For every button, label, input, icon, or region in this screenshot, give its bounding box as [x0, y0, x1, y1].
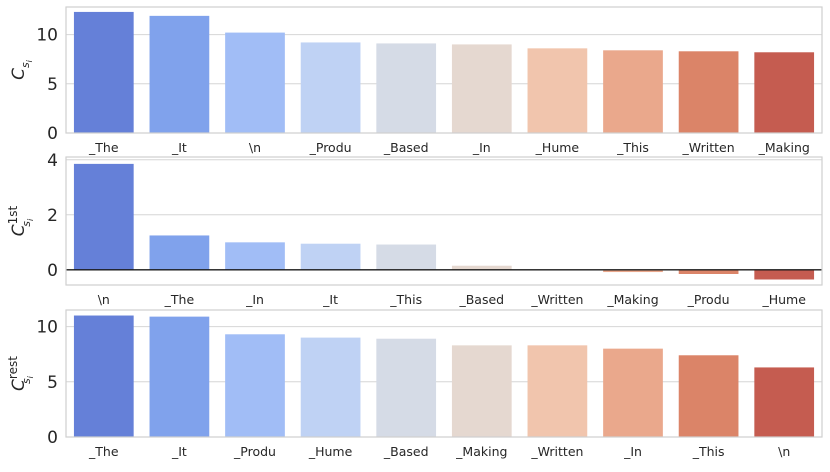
- x-tick-label: _Produ: [233, 444, 276, 459]
- bar-7: [603, 50, 663, 133]
- x-tick-label: _Written: [530, 444, 583, 459]
- bar-9: [754, 269, 815, 280]
- panel-bottom: 0 5 10 _The _It _Produ _Hume _Based _Making _Writ…: [6, 309, 823, 459]
- x-tick-label: _Based: [383, 444, 429, 459]
- bar-8: [678, 355, 739, 437]
- bar-2: [225, 242, 285, 270]
- x-tick-label: _Hume: [761, 292, 806, 307]
- y-axis-label: C1stsi: [6, 205, 35, 236]
- x-tick-label: _In: [245, 292, 264, 307]
- x-tick-label: _In: [623, 444, 642, 459]
- x-tick-label: _This: [692, 444, 725, 459]
- bar-3: [300, 337, 361, 437]
- y-axis-label: Csi: [9, 59, 34, 80]
- bar-1: [149, 316, 210, 437]
- y-tick-label: 0: [47, 124, 58, 144]
- bar-4: [376, 244, 437, 270]
- x-tick-label: _The: [164, 292, 195, 307]
- bar-8: [678, 269, 739, 274]
- y-tick-label: 2: [47, 206, 58, 226]
- axes-frame: [65, 6, 823, 134]
- bar-0: [73, 163, 134, 270]
- y-axis-label: Crestsi: [6, 356, 35, 391]
- y-tick-label: 4: [47, 151, 58, 171]
- bar-3: [300, 42, 361, 133]
- x-tick-label: _Hume: [308, 444, 353, 459]
- bar-0: [73, 11, 134, 133]
- x-tick-label: _Produ: [687, 292, 730, 307]
- bar-3: [300, 243, 361, 270]
- bar-7: [603, 269, 663, 273]
- x-tick-label: _Making: [758, 140, 810, 155]
- y-tick-label: 0: [47, 428, 58, 448]
- bar-6: [527, 48, 588, 133]
- bar-0: [73, 315, 134, 437]
- bar-7: [603, 348, 663, 437]
- axes-frame: [65, 309, 823, 438]
- x-tick-label: \n: [249, 140, 261, 155]
- y-tick-label: 5: [47, 373, 58, 393]
- panel-middle: 0 2 4 \n _The _In _It _This _Based _Written _Makin…: [6, 151, 823, 307]
- bar-1: [149, 15, 210, 133]
- y-tick-label: 0: [47, 261, 58, 281]
- y-tick-label: 10: [36, 318, 58, 338]
- x-tick-label: _Written: [530, 292, 583, 307]
- bar-8: [678, 51, 739, 133]
- x-tick-label: _Written: [682, 140, 735, 155]
- x-tick-label: \n: [778, 444, 790, 459]
- bar-9: [754, 52, 815, 133]
- bar-6: [527, 345, 588, 437]
- x-tick-label: _This: [389, 292, 422, 307]
- y-tick-label: 5: [47, 75, 58, 95]
- bar-5: [451, 265, 512, 270]
- bar-4: [376, 338, 437, 437]
- y-tick-label: 10: [36, 26, 58, 46]
- x-tick-label: _This: [616, 140, 649, 155]
- axes-frame: [65, 156, 823, 286]
- bar-1: [149, 235, 210, 270]
- panel-top: 0 5 10 _The _It \n _Produ _Based _In _Hume _This _W…: [9, 6, 823, 155]
- x-tick-label: \n: [98, 292, 110, 307]
- bar-2: [225, 32, 285, 133]
- bar-5: [451, 345, 512, 437]
- x-tick-label: _It: [322, 292, 338, 307]
- x-tick-label: _Based: [458, 292, 504, 307]
- x-tick-label: _It: [171, 140, 187, 155]
- x-tick-label: _The: [88, 444, 119, 459]
- x-tick-label: _In: [472, 140, 491, 155]
- bar-2: [225, 334, 285, 437]
- x-tick-label: _Hume: [535, 140, 580, 155]
- bar-4: [376, 43, 437, 133]
- x-tick-label: _The: [88, 140, 119, 155]
- x-tick-label: _Making: [455, 444, 507, 459]
- bar-9: [754, 367, 815, 437]
- x-tick-label: _Making: [606, 292, 658, 307]
- x-tick-label: _Based: [383, 140, 429, 155]
- x-tick-label: _It: [171, 444, 187, 459]
- x-tick-label: _Produ: [309, 140, 352, 155]
- bar-5: [451, 44, 512, 133]
